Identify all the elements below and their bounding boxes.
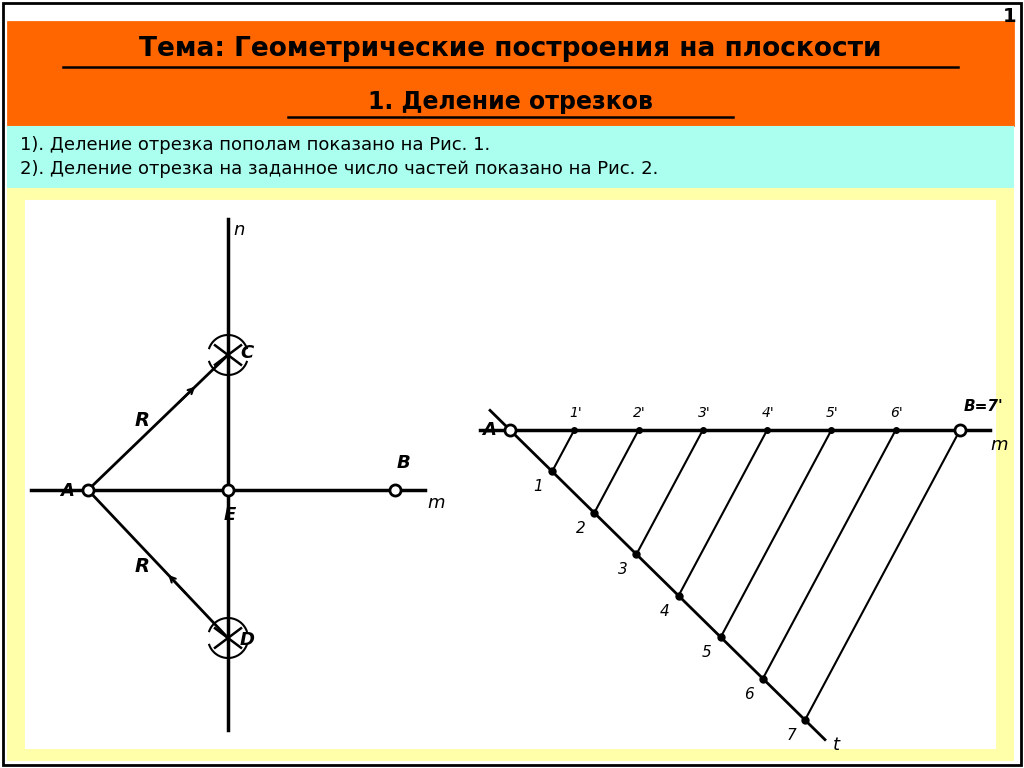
Bar [26, 201, 995, 748]
Text: Тема: Геометрические построения на плоскости: Тема: Геометрические построения на плоск… [139, 37, 882, 62]
Text: R: R [135, 411, 150, 430]
Text: 6': 6' [890, 406, 903, 420]
Text: C: C [240, 344, 253, 362]
Text: n: n [233, 221, 245, 239]
Text: B: B [397, 454, 411, 472]
Text: E: E [224, 506, 237, 524]
Text: 2': 2' [633, 406, 646, 420]
Text: 1. Деление отрезков: 1. Деление отрезков [368, 90, 653, 114]
Text: 1: 1 [1004, 6, 1017, 25]
Text: m: m [990, 436, 1008, 454]
Text: B=7': B=7' [964, 399, 1004, 414]
Text: 1). Деление отрезка пополам показано на Рис. 1.: 1). Деление отрезка пополам показано на … [20, 136, 490, 154]
Text: m: m [427, 494, 444, 512]
Text: 1: 1 [534, 479, 543, 495]
Text: R: R [135, 557, 150, 575]
Bar [8, 79, 1013, 125]
Text: 1': 1' [569, 406, 582, 420]
Text: 3': 3' [697, 406, 711, 420]
Bar [8, 189, 1013, 760]
Text: 5: 5 [702, 645, 712, 660]
Text: D: D [240, 631, 255, 649]
Text: 7: 7 [786, 728, 796, 743]
Text: 4': 4' [762, 406, 774, 420]
Text: t: t [833, 736, 840, 753]
Text: A: A [60, 482, 74, 500]
Text: 5': 5' [826, 406, 839, 420]
Text: 2: 2 [575, 521, 586, 536]
Bar [8, 127, 1013, 187]
Text: 2). Деление отрезка на заданное число частей показано на Рис. 2.: 2). Деление отрезка на заданное число ча… [20, 160, 658, 178]
Text: 3: 3 [617, 562, 628, 578]
Text: 4: 4 [659, 604, 670, 619]
Text: A: A [482, 421, 496, 439]
Bar [8, 22, 1013, 77]
Text: 6: 6 [744, 687, 754, 702]
